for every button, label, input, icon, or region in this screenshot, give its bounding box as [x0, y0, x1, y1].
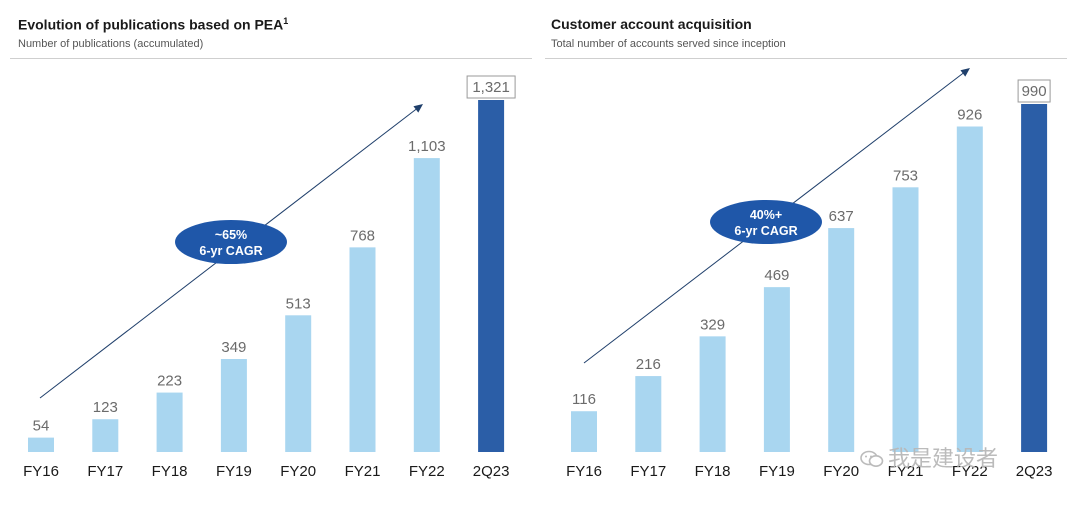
wechat-icon	[860, 450, 884, 467]
category-label: FY19	[216, 463, 252, 480]
bar	[956, 126, 983, 452]
bar	[763, 287, 790, 452]
bar	[828, 228, 855, 452]
category-label: FY20	[280, 463, 316, 480]
watermark: 我是建设者	[860, 441, 998, 473]
category-label: FY16	[566, 463, 602, 480]
value-label: 768	[350, 227, 375, 244]
bar-chart-accounts: 116 FY16 216 FY17 329 FY18 469 FY19 637 FY20 753 FY…	[566, 68, 1053, 480]
category-label: FY16	[23, 463, 59, 480]
chart-subtitle: Number of publications (accumulated)	[18, 38, 204, 50]
cagr-badge	[710, 200, 822, 244]
bar	[92, 419, 119, 452]
bar	[349, 247, 376, 452]
bar-chart-publications: 54 FY16 123 FY17 223 FY18 349 FY19 513 FY20 768 FY2…	[23, 75, 516, 480]
bar	[156, 392, 183, 452]
value-label: 637	[829, 208, 854, 225]
bar	[892, 187, 919, 453]
value-label: 116	[572, 391, 596, 408]
watermark-text: 我是建设者	[888, 447, 999, 472]
value-label: 216	[636, 356, 661, 373]
category-label: FY18	[152, 463, 188, 480]
value-label-box	[466, 75, 516, 99]
bar	[699, 336, 726, 452]
category-label: 2Q23	[1016, 463, 1053, 480]
value-label: 123	[93, 399, 118, 416]
category-label: FY21	[345, 463, 381, 480]
category-label: FY22	[409, 463, 445, 480]
value-label: 329	[700, 316, 725, 333]
cagr-value: ~65%	[215, 228, 247, 242]
cagr-label: 6-yr CAGR	[199, 244, 262, 258]
value-label: 349	[221, 339, 246, 356]
title-divider	[10, 58, 532, 59]
bar-highlighted	[1021, 104, 1048, 452]
chart-panel-accounts: Customer account acquisition Total numbe…	[540, 0, 1080, 505]
category-label: FY17	[630, 463, 666, 480]
category-label: FY18	[695, 463, 731, 480]
value-label: 926	[957, 106, 982, 123]
category-label: FY22	[952, 463, 988, 480]
trend-arrow-head	[413, 104, 423, 113]
title-footnote-marker: 1	[283, 16, 289, 26]
value-label: 990	[1022, 83, 1047, 100]
chart-title: Customer account acquisition	[551, 16, 752, 32]
bar	[635, 376, 662, 452]
category-label: FY19	[759, 463, 795, 480]
bar	[220, 359, 247, 452]
bar	[285, 315, 312, 452]
value-label: 1,321	[472, 79, 510, 96]
category-label: FY20	[823, 463, 859, 480]
value-label: 223	[157, 373, 182, 390]
bar	[413, 158, 440, 452]
category-label: 2Q23	[473, 463, 510, 480]
trend-arrow-head	[960, 68, 970, 77]
value-label-box	[1017, 79, 1051, 103]
title-divider	[545, 58, 1067, 59]
bar	[571, 411, 597, 452]
category-label: FY21	[888, 463, 924, 480]
value-label: 1,103	[408, 138, 446, 155]
bar-highlighted	[478, 100, 505, 452]
chart-panel-publications: Evolution of publications based on PEA1 …	[10, 16, 532, 480]
value-label: 753	[893, 167, 918, 184]
value-label: 513	[286, 295, 311, 312]
bar	[28, 437, 54, 452]
cagr-value: 40%+	[750, 208, 782, 222]
chart-subtitle: Total number of accounts served since in…	[551, 38, 786, 50]
value-label: 54	[33, 418, 50, 435]
category-label: FY17	[87, 463, 123, 480]
cagr-badge	[175, 220, 287, 264]
chart-title: Evolution of publications based on PEA1	[18, 16, 289, 33]
value-label: 469	[764, 267, 789, 284]
cagr-label: 6-yr CAGR	[734, 224, 797, 238]
